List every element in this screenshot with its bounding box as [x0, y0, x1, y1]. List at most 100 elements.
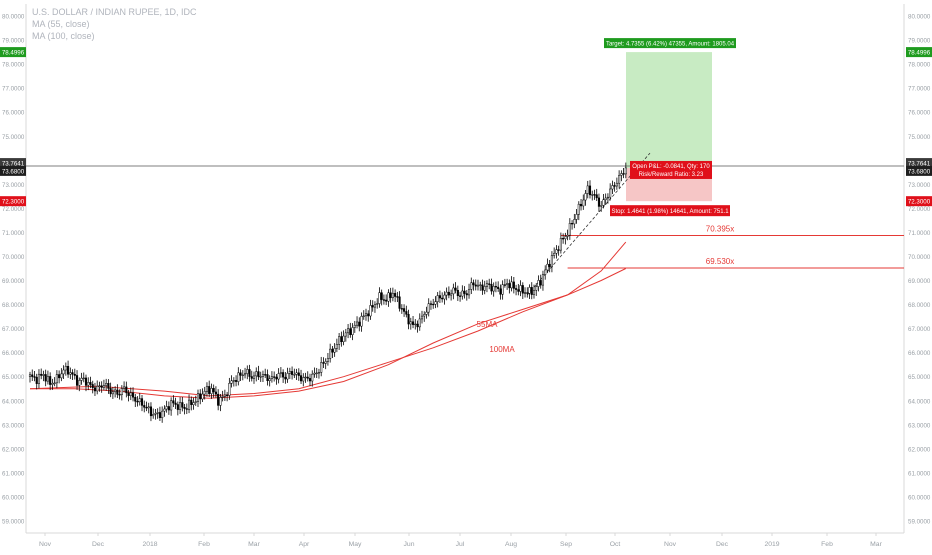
candle-body: [232, 380, 235, 382]
target-price-badge[interactable]: 78.4996: [0, 47, 26, 58]
candle-body: [582, 199, 585, 207]
y-tick-label-right: 61.0000: [908, 470, 931, 477]
current-price-badge[interactable]: 73.7641: [0, 158, 26, 169]
x-tick-label: Dec: [716, 541, 729, 548]
y-tick-label-right: 62.0000: [908, 446, 931, 453]
level-label: 69.530x: [706, 257, 734, 266]
candle-body: [165, 406, 168, 410]
candle-body: [109, 388, 112, 395]
candle-body: [71, 372, 74, 375]
entry-price-badge[interactable]: 73.6800: [0, 165, 26, 176]
candle-body: [176, 404, 179, 410]
candle-body: [261, 374, 265, 377]
candle-body: [568, 223, 571, 236]
candle-body: [559, 238, 562, 251]
current-price-badge[interactable]: 73.7641: [906, 158, 932, 169]
y-tick-label-right: 70.0000: [908, 254, 931, 261]
candle-body: [120, 388, 123, 395]
candle-body: [284, 376, 287, 380]
candle-body: [400, 308, 403, 310]
candle-body: [521, 285, 524, 294]
candle-body: [326, 358, 329, 362]
y-tick-label-right: 72.0000: [908, 206, 931, 213]
candle-body: [228, 383, 231, 396]
current-price-badge-text: 73.7641: [2, 161, 25, 168]
current-price-badge-bg: [0, 158, 26, 169]
candle-body: [114, 389, 117, 393]
candle-body: [131, 392, 135, 398]
y-tick-label-right: 63.0000: [908, 422, 931, 429]
candle-body: [111, 391, 114, 395]
candle-body: [380, 292, 383, 300]
y-tick-label-left: 62.0000: [2, 446, 25, 453]
candle-body: [488, 283, 491, 285]
candle-body: [329, 348, 332, 359]
y-tick-label-left: 77.0000: [2, 86, 25, 93]
candle-body: [577, 203, 580, 215]
candle-body: [221, 396, 224, 398]
candle-body: [98, 385, 101, 387]
candle-body: [255, 371, 258, 377]
candle-body: [546, 263, 549, 271]
candle-body: [252, 375, 256, 379]
candle-body: [78, 380, 81, 386]
candle-body: [438, 295, 441, 299]
candle-body: [219, 397, 222, 406]
candles[interactable]: [28, 162, 627, 423]
candle-body: [532, 289, 536, 295]
candle-body: [344, 332, 347, 337]
time-axis[interactable]: Nov Dec 2018 Feb Mar Apr May Jun Jul Aug Sep Oct Nov…: [39, 533, 883, 548]
candle-body: [622, 173, 625, 175]
candle-body: [537, 280, 540, 287]
level-lines: [26, 152, 904, 296]
y-tick-label-right: 78.0000: [908, 62, 931, 69]
x-tick-label: Jul: [456, 541, 465, 548]
candle-body: [523, 292, 527, 294]
candle-body: [427, 303, 430, 313]
left-price-axis[interactable]: 59.0000 60.0000 61.0000 62.0000 63.0000 64.00…: [0, 14, 26, 526]
target-price-badge[interactable]: 78.4996: [906, 47, 932, 58]
y-tick-label-left: 63.0000: [2, 422, 25, 429]
candle-body: [172, 400, 175, 404]
candle-body: [179, 402, 182, 410]
candle-body: [611, 185, 614, 190]
y-tick-label-left: 73.0000: [2, 182, 25, 189]
y-tick-label-left: 65.0000: [2, 374, 25, 381]
candle-body: [322, 362, 325, 364]
stop-price-badge[interactable]: 72.3000: [906, 196, 932, 207]
candle-body: [338, 336, 341, 345]
y-tick-label-left: 76.0000: [2, 110, 25, 117]
candle-body: [96, 385, 99, 392]
candle-body: [127, 392, 130, 396]
candle-body: [308, 378, 312, 382]
candle-body: [140, 398, 144, 406]
y-tick-label-left: 60.0000: [2, 494, 25, 501]
ma100-legend[interactable]: MA (100, close): [32, 31, 95, 41]
candle-body: [420, 315, 424, 320]
current-price-badge-text: 73.7641: [908, 161, 931, 168]
y-tick-label-right: 66.0000: [908, 350, 931, 357]
x-tick-label: Aug: [505, 541, 517, 548]
entry-price-badge-bg: [906, 165, 932, 176]
candle-body: [311, 373, 314, 382]
candle-body: [163, 408, 166, 412]
candle-body: [89, 382, 92, 385]
candle-body: [51, 383, 54, 385]
ma55-legend[interactable]: MA (55, close): [32, 19, 90, 29]
y-tick-label-left: 79.0000: [2, 38, 25, 45]
ma100-line: [29, 268, 627, 397]
y-tick-label-right: 59.0000: [908, 518, 931, 525]
entry-price-badge[interactable]: 73.6800: [906, 165, 932, 176]
candle-body: [382, 299, 385, 301]
right-price-axis[interactable]: 59.0000 60.0000 61.0000 62.0000 63.0000 64.00…: [906, 14, 932, 526]
stop-price-badge[interactable]: 72.3000: [0, 196, 26, 207]
candle-body: [597, 197, 601, 207]
candle-body: [443, 294, 446, 300]
moving-averages: [29, 241, 627, 399]
candle-body: [187, 399, 191, 410]
stop-price-badge-bg: [906, 196, 932, 207]
stop-price-badge-bg: [0, 196, 26, 207]
symbol-title[interactable]: U.S. DOLLAR / INDIAN RUPEE, 1D, IDC: [32, 7, 197, 17]
candle-body: [259, 376, 262, 378]
